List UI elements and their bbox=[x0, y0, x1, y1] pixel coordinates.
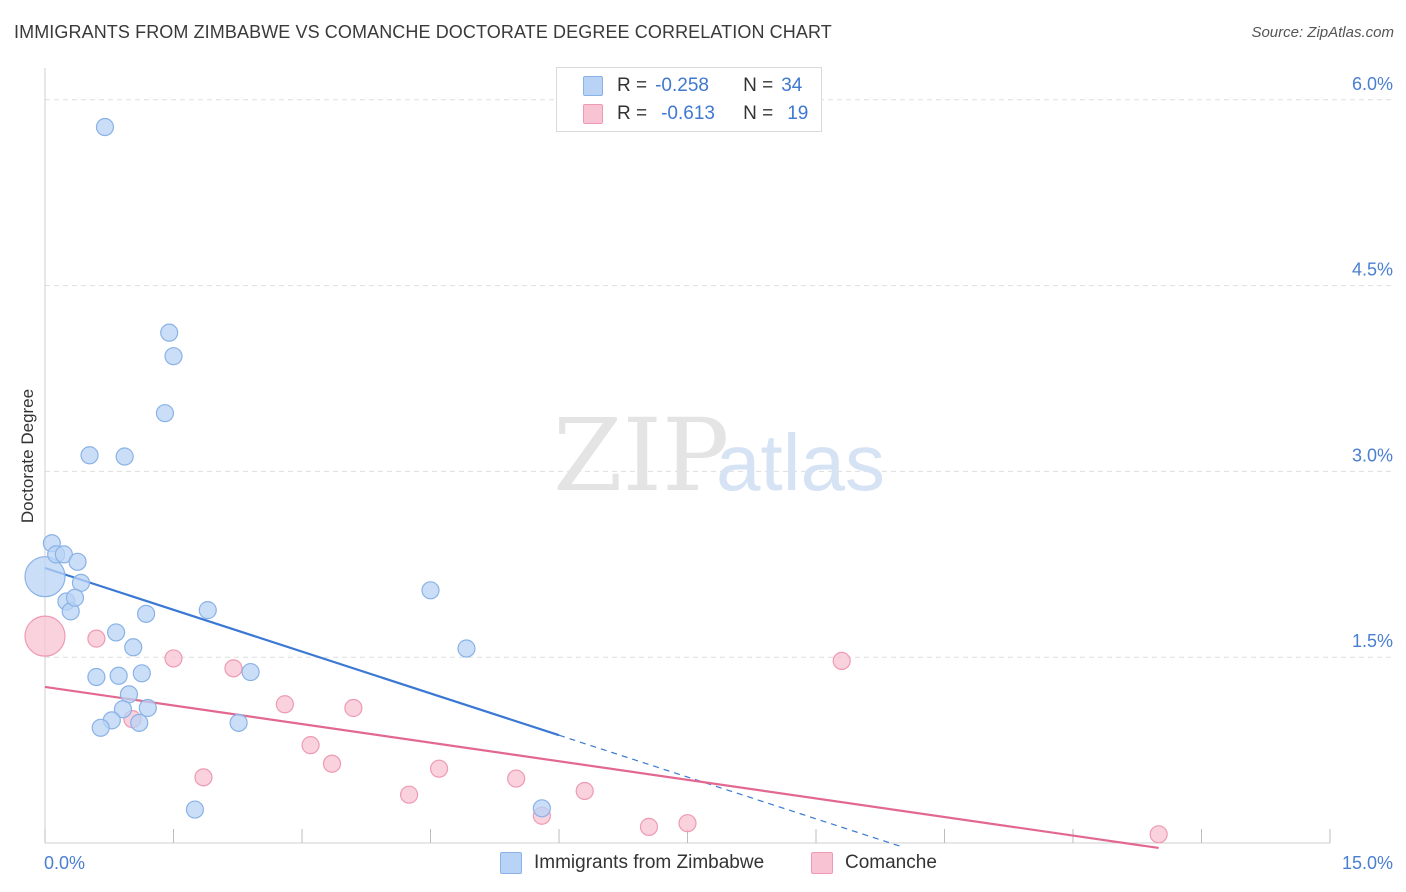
legend-swatch-blue bbox=[500, 852, 522, 874]
y-tick-label: 4.5% bbox=[1352, 260, 1393, 280]
series-legend-label: Comanche bbox=[845, 852, 937, 873]
zimbabwe-point bbox=[91, 718, 110, 737]
zimbabwe-point bbox=[24, 556, 66, 598]
zimbabwe-point bbox=[421, 581, 440, 600]
zimbabwe-point bbox=[80, 446, 99, 465]
zimbabwe-point bbox=[229, 713, 248, 732]
zimbabwe-point bbox=[138, 698, 157, 718]
zimbabwe-point bbox=[532, 799, 551, 818]
trendlines bbox=[44, 566, 1159, 850]
legend-n-label: N = bbox=[743, 75, 774, 96]
legend-r-label: R = bbox=[617, 75, 648, 96]
zimbabwe-point bbox=[164, 347, 183, 366]
comanche-point bbox=[575, 781, 594, 801]
series-legend: Immigrants from Zimbabwe Comanche bbox=[0, 852, 1406, 878]
legend-n-value: 19 bbox=[787, 103, 809, 124]
zimbabwe-point bbox=[95, 117, 115, 137]
y-axis-label: Doctorate Degree bbox=[18, 389, 37, 523]
zimbabwe-point bbox=[136, 604, 156, 623]
legend-n-value: 34 bbox=[781, 75, 803, 96]
legend-r-label: R = bbox=[617, 103, 648, 124]
watermark-zip: ZIP bbox=[553, 397, 729, 514]
comanche-point bbox=[275, 695, 294, 714]
x-tick-label: 15.0% bbox=[1342, 853, 1393, 873]
zimbabwe-trendline-extension bbox=[558, 734, 902, 848]
correlation-legend: R = -0.258 N = 34 R = -0.613 N = 19 bbox=[556, 67, 822, 132]
data-points bbox=[24, 117, 1168, 844]
series-legend-comanche: Comanche bbox=[811, 852, 937, 874]
zimbabwe-point bbox=[198, 601, 217, 620]
comanche-point bbox=[224, 659, 243, 678]
zimbabwe-point bbox=[124, 638, 143, 657]
zimbabwe-point bbox=[155, 404, 175, 423]
comanche-point bbox=[832, 651, 851, 671]
watermark: ZIP atlas bbox=[553, 397, 885, 514]
comanche-point bbox=[678, 814, 697, 833]
legend-row-zimbabwe: R = -0.258 N = 34 bbox=[583, 74, 802, 98]
zimbabwe-point bbox=[185, 800, 205, 819]
comanche-point bbox=[507, 769, 526, 788]
zimbabwe-point bbox=[109, 666, 128, 685]
legend-n-label: N = bbox=[743, 103, 774, 124]
comanche-point bbox=[344, 698, 363, 718]
series-legend-label: Immigrants from Zimbabwe bbox=[534, 852, 765, 873]
watermark-atlas: atlas bbox=[716, 418, 885, 507]
zimbabwe-point bbox=[107, 623, 126, 642]
y-tick-label: 1.5% bbox=[1352, 631, 1393, 651]
legend-r-value: -0.258 bbox=[655, 75, 709, 96]
zimbabwe-point bbox=[65, 588, 85, 607]
chart-title: IMMIGRANTS FROM ZIMBABWE VS COMANCHE DOC… bbox=[14, 22, 832, 42]
comanche-point bbox=[164, 649, 183, 668]
zimbabwe-point bbox=[115, 447, 134, 466]
legend-r-value: -0.613 bbox=[661, 103, 715, 124]
zimbabwe-point bbox=[160, 323, 179, 342]
zimbabwe-trendline bbox=[44, 566, 560, 737]
comanche-point bbox=[1149, 825, 1168, 844]
y-tick-label: 3.0% bbox=[1352, 445, 1393, 465]
legend-swatch-pink bbox=[583, 104, 603, 124]
comanche-point bbox=[399, 785, 419, 804]
axes: 1.5% 3.0% 4.5% 6.0% 0.0% 15.0% bbox=[44, 68, 1393, 873]
zimbabwe-point bbox=[132, 664, 151, 683]
legend-swatch-blue bbox=[583, 76, 603, 96]
zimbabwe-point bbox=[457, 639, 476, 658]
series-legend-zimbabwe: Immigrants from Zimbabwe bbox=[500, 852, 764, 874]
zimbabwe-point bbox=[113, 700, 133, 719]
comanche-trendline bbox=[44, 685, 1159, 850]
zimbabwe-point bbox=[68, 552, 87, 571]
zimbabwe-point bbox=[130, 713, 149, 732]
comanche-point bbox=[429, 759, 449, 778]
zimbabwe-point bbox=[87, 667, 106, 687]
comanche-point bbox=[24, 615, 66, 657]
y-tick-label: 6.0% bbox=[1352, 74, 1393, 94]
zimbabwe-point bbox=[241, 662, 260, 682]
comanche-point bbox=[322, 754, 342, 773]
chart-source: Source: ZipAtlas.com bbox=[1251, 24, 1394, 41]
comanche-point bbox=[87, 629, 106, 648]
comanche-point bbox=[639, 817, 659, 836]
x-tick-label: 0.0% bbox=[44, 853, 85, 873]
legend-swatch-pink bbox=[811, 852, 833, 874]
grid-lines bbox=[45, 99, 1395, 658]
comanche-point bbox=[301, 736, 320, 755]
legend-row-comanche: R = -0.613 N = 19 bbox=[583, 102, 808, 126]
comanche-point bbox=[194, 768, 213, 787]
